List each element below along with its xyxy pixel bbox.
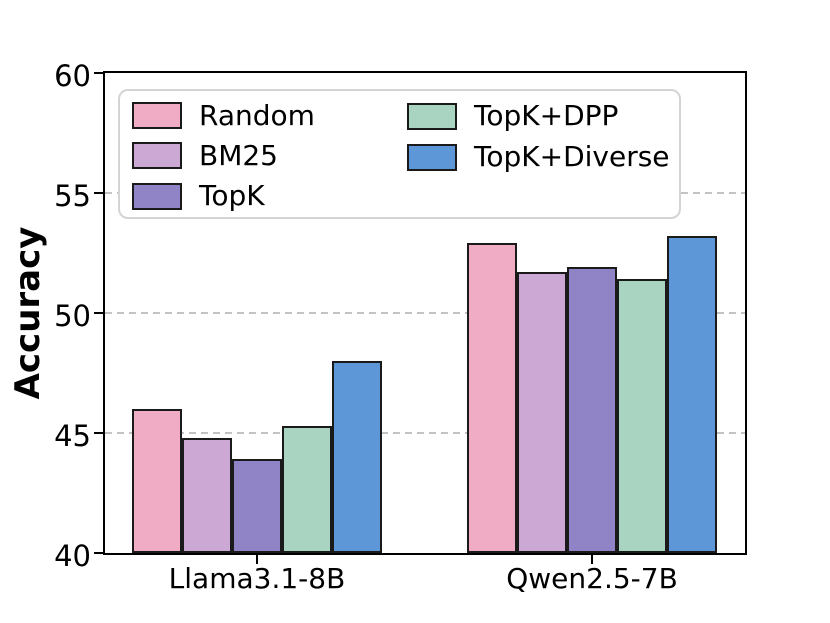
legend-swatch-BM25 [132,142,182,170]
y-tick-label-50: 50 [54,299,91,333]
y-tick-mark-60 [94,72,103,74]
legend-item-BM25: BM25 [132,136,407,175]
bar-Llama3.1-8B-TopK+DPP [282,425,332,553]
legend-label-BM25: BM25 [199,138,278,172]
x-tick-mark-Llama3.1-8B [256,555,258,564]
y-tick-label-60: 60 [54,59,91,93]
x-tick-label-Qwen2.5-7B: Qwen2.5-7B [506,562,678,595]
legend-item-TopK: TopK [132,177,407,216]
legend-item-TopK+DPP: TopK+DPP [407,96,679,136]
bar-Llama3.1-8B-BM25 [182,437,232,553]
legend-column-1: Random BM25 TopK [132,96,407,217]
y-tick-mark-40 [94,552,103,554]
y-tick-label-40: 40 [54,539,91,573]
bar-Qwen2.5-7B-BM25 [517,272,567,553]
bar-Qwen2.5-7B-TopK+Diverse [667,236,717,553]
x-tick-mark-Qwen2.5-7B [591,555,593,564]
gridline-45 [105,432,745,434]
y-tick-label-45: 45 [54,419,91,453]
legend-item-Random: Random [132,96,407,135]
legend-swatch-TopK+DPP [407,102,457,130]
x-tick-label-Llama3.1-8B: Llama3.1-8B [168,562,346,595]
legend-swatch-Random [132,102,182,130]
legend-label-TopK+Diverse: TopK+Diverse [474,140,670,173]
y-tick-mark-45 [94,432,103,434]
gridline-50 [105,312,745,314]
legend-column-2: TopK+DPP TopK+Diverse [407,96,679,217]
bar-Qwen2.5-7B-TopK+DPP [617,279,667,553]
bar-Llama3.1-8B-Random [132,409,182,553]
bar-Llama3.1-8B-TopK+Diverse [332,361,382,553]
legend-item-TopK+Diverse: TopK+Diverse [407,137,679,177]
legend-swatch-TopK+Diverse [407,143,457,171]
y-tick-mark-55 [94,192,103,194]
bar-Qwen2.5-7B-TopK [567,267,617,553]
legend-label-Random: Random [199,98,315,132]
y-tick-label-55: 55 [54,179,91,213]
legend-label-TopK+DPP: TopK+DPP [474,99,619,132]
legend-swatch-TopK [132,182,182,210]
y-axis-label: Accuracy [8,226,48,400]
bar-Qwen2.5-7B-Random [467,243,517,553]
bar-Llama3.1-8B-TopK [232,459,282,553]
legend-label-TopK: TopK [199,179,265,213]
legend: Random BM25 TopK TopK+DPP TopK+Diverse [118,89,681,219]
y-tick-mark-50 [94,312,103,314]
